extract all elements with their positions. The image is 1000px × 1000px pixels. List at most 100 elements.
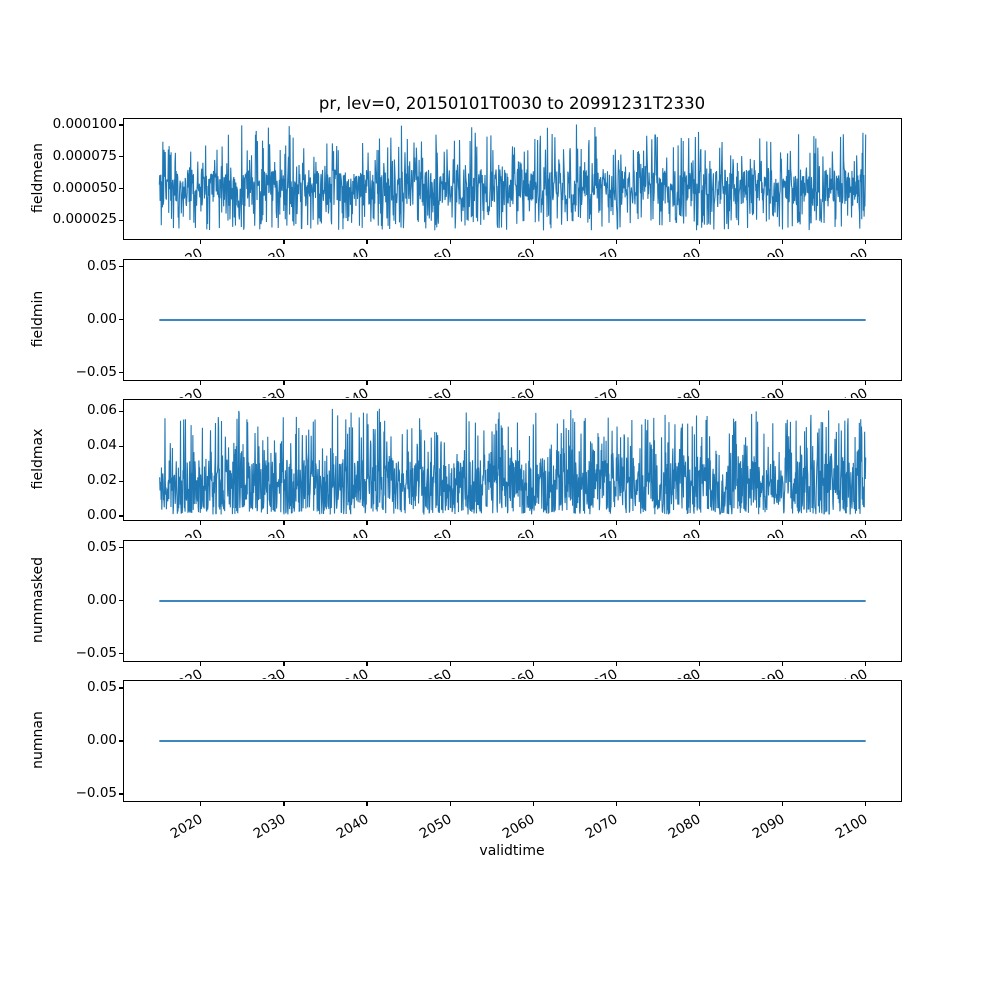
- y-tick-mark: [118, 318, 123, 321]
- x-tick-label: 2060: [478, 385, 538, 397]
- y-tick-label: −0.05: [75, 644, 117, 661]
- x-tick-label: 2100: [811, 666, 870, 678]
- y-tick-mark: [118, 187, 123, 190]
- series-canvas-fieldmin: [124, 259, 901, 380]
- axes-fieldmean: [118, 118, 902, 245]
- y-tick-mark: [118, 480, 123, 482]
- x-tick-label: 2090: [728, 526, 787, 538]
- x-tick-mark: [615, 240, 617, 245]
- x-tick-mark: [781, 802, 784, 807]
- x-tick-label: 2060: [478, 245, 538, 257]
- axes-fieldmin: [118, 258, 902, 385]
- x-tick-label: 2020: [146, 526, 206, 538]
- subplot-nummasked: nummasked 0.05 0.00 −0.05: [0, 538, 1000, 666]
- x-tick-mark: [283, 380, 285, 385]
- y-tick-label: 0.00: [86, 732, 117, 748]
- x-tick-mark: [698, 661, 701, 666]
- y-tick-label: 0.05: [86, 257, 117, 274]
- x-tick-mark: [698, 240, 701, 245]
- y-tick-mark: [118, 599, 123, 602]
- x-tick-label: 2080: [645, 666, 704, 678]
- series-canvas-fieldmean: [124, 119, 901, 239]
- x-tick-label: 2020: [146, 666, 206, 678]
- y-tick-mark: [118, 793, 123, 795]
- x-tick-label: 2020: [146, 385, 206, 397]
- x-tick-label: 2030: [229, 385, 289, 397]
- x-tick-mark: [532, 380, 534, 385]
- x-tick-label: 2100: [811, 385, 870, 397]
- x-tick-mark: [283, 802, 285, 807]
- x-tick-label: 2040: [312, 385, 372, 397]
- x-tick-label: 2080: [645, 385, 704, 397]
- x-tick-label: 2070: [561, 526, 621, 538]
- x-tick-mark: [532, 521, 534, 526]
- x-tick-label: 2100: [811, 245, 870, 257]
- subplot-fieldmin: fieldmin 0.05 0.00 −0.05: [0, 257, 1000, 385]
- x-tick-mark: [200, 380, 202, 385]
- y-tick-mark: [118, 740, 123, 742]
- series-canvas-numnan: [124, 681, 901, 801]
- x-tick-mark: [615, 380, 617, 385]
- y-tick-label: 0.00: [86, 506, 117, 523]
- x-tick-label: 2090: [728, 666, 787, 678]
- axes-nummasked: [118, 539, 902, 666]
- x-tick-label: 2060: [478, 666, 538, 678]
- x-tick-mark: [366, 521, 368, 526]
- x-tick-label: 2060: [478, 526, 538, 538]
- y-tick-label: 0.05: [86, 538, 117, 555]
- x-tick-mark: [615, 521, 617, 526]
- y-tick-label: 0.000100: [52, 116, 117, 133]
- x-tick-label: 2080: [645, 245, 704, 257]
- xtick-strip-gap-1: 2020 2030 2040 2050 2060 2070 2080 2090 2100: [0, 241, 1000, 257]
- x-tick-mark: [865, 380, 867, 385]
- x-tick-label: 2050: [395, 245, 455, 257]
- xtick-strip-gap-2: 2020 2030 2040 2050 2060 2070 2080 2090 2100: [0, 381, 1000, 397]
- x-tick-mark: [283, 521, 285, 526]
- x-tick-label: 2050: [395, 526, 455, 538]
- x-tick-mark: [283, 661, 285, 666]
- y-tick-mark: [118, 515, 123, 517]
- x-tick-mark: [449, 380, 451, 385]
- x-tick-label: 2040: [312, 245, 372, 257]
- x-tick-mark: [698, 380, 701, 385]
- y-tick-mark: [118, 124, 123, 126]
- x-tick-mark: [200, 802, 202, 807]
- x-tick-label: 2050: [395, 385, 455, 397]
- x-tick-label: 2040: [312, 526, 372, 538]
- x-tick-mark: [865, 802, 867, 807]
- x-tick-mark: [532, 802, 534, 807]
- y-tick-label: 0.000050: [52, 179, 117, 196]
- xtick-strip-gap-3: 2020 2030 2040 2050 2060 2070 2080 2090 2100: [0, 522, 1000, 538]
- x-tick-mark: [865, 240, 867, 245]
- x-tick-label: 2030: [229, 526, 289, 538]
- x-tick-label: 2020: [146, 245, 206, 257]
- y-tick-mark: [118, 265, 123, 268]
- y-tick-label: 0.06: [86, 402, 117, 419]
- figure-title: pr, lev=0, 20150101T0030 to 20991231T233…: [318, 94, 706, 113]
- x-tick-mark: [449, 661, 451, 666]
- y-tick-label: −0.05: [75, 785, 117, 801]
- x-tick-mark: [283, 240, 285, 245]
- x-tick-mark: [781, 521, 784, 526]
- x-tick-label: 2080: [645, 526, 704, 538]
- x-tick-label: 2090: [728, 385, 787, 397]
- x-tick-mark: [449, 240, 451, 245]
- y-tick-label: 0.000025: [52, 211, 117, 228]
- y-tick-label: 0.00: [86, 310, 117, 327]
- y-tick-mark: [118, 687, 123, 689]
- x-tick-mark: [449, 521, 451, 526]
- x-tick-label: 2070: [561, 666, 621, 678]
- x-tick-label: 2070: [561, 245, 621, 257]
- x-tick-mark: [865, 661, 867, 666]
- subplot-fieldmean: fieldmean 0.000100 0.000075 0.000050 0.0000…: [0, 116, 1000, 245]
- y-tick-label: 0.02: [86, 472, 117, 489]
- x-tick-label: 2050: [395, 666, 455, 678]
- y-tick-label: 0.05: [86, 679, 117, 695]
- axes-numnan: [118, 680, 902, 807]
- x-tick-mark: [532, 661, 534, 666]
- x-tick-mark: [698, 521, 701, 526]
- y-tick-label: 0.00: [86, 591, 117, 608]
- x-tick-mark: [200, 240, 202, 245]
- axes-fieldmax: [118, 399, 902, 526]
